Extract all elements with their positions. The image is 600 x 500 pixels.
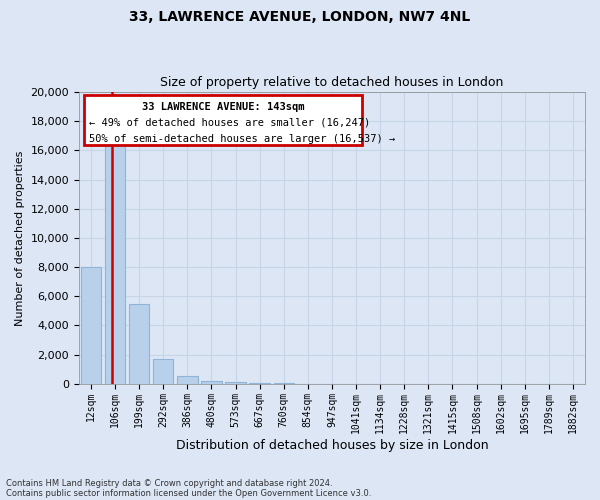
Bar (129, 304, 149, 384)
Bar (201, 381, 221, 384)
Y-axis label: Number of detached properties: Number of detached properties (15, 150, 25, 326)
Text: 50% of semi-detached houses are larger (16,537) →: 50% of semi-detached houses are larger (… (89, 134, 395, 143)
Bar (81, 267, 101, 384)
Title: Size of property relative to detached houses in London: Size of property relative to detached ho… (160, 76, 503, 90)
Text: 33 LAWRENCE AVENUE: 143sqm: 33 LAWRENCE AVENUE: 143sqm (142, 102, 304, 113)
Text: Contains public sector information licensed under the Open Government Licence v3: Contains public sector information licen… (6, 488, 371, 498)
Text: 33, LAWRENCE AVENUE, LONDON, NW7 4NL: 33, LAWRENCE AVENUE, LONDON, NW7 4NL (130, 10, 470, 24)
Bar (226, 382, 246, 384)
X-axis label: Distribution of detached houses by size in London: Distribution of detached houses by size … (176, 440, 488, 452)
Bar (105, 143, 125, 384)
Bar (153, 359, 173, 384)
Text: Contains HM Land Registry data © Crown copyright and database right 2024.: Contains HM Land Registry data © Crown c… (6, 478, 332, 488)
Bar (250, 383, 270, 384)
Bar (177, 376, 197, 384)
FancyBboxPatch shape (84, 95, 362, 144)
Text: ← 49% of detached houses are smaller (16,247): ← 49% of detached houses are smaller (16… (89, 118, 370, 128)
